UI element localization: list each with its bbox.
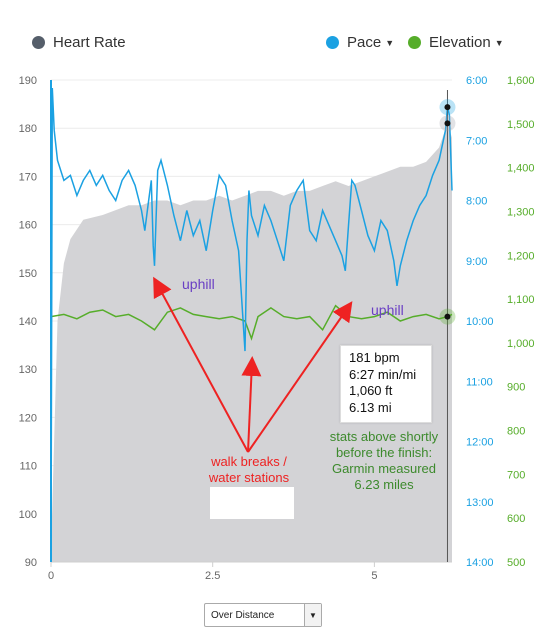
annotation-stats-line-2: before the finish: [335,445,433,460]
pace-tick-label: 11:00 [466,376,493,388]
chevron-down-icon: ▼ [304,604,321,626]
annotation-walk-breaks: walk breaks / water stations [196,454,302,486]
pace-axis: 6:00 7:00 8:00 9:00 10:00 11:00 12:00 13:00 14:0… [466,75,494,569]
legend-heart-rate-label: Heart Rate [53,34,126,51]
elevation-line [50,304,453,341]
legend-elevation-label: Elevation [429,34,491,51]
elevation-tick-label: 1,500 [507,119,535,131]
heart-rate-tick-label: 90 [25,557,37,569]
distance-axis: 0 2.5 5 [48,562,377,582]
heart-rate-tick-label: 120 [19,412,37,424]
tooltip-heart-rate: 181 bpm [349,350,400,365]
annotation-arrows [153,276,353,453]
blank-box [210,487,294,519]
annotation-arrow [247,301,353,453]
elevation-tick-label: 700 [507,469,525,481]
x-axis-mode-select[interactable]: Over Distance ▼ [204,603,322,627]
heart-rate-dot-icon [32,36,45,49]
legend-pace[interactable]: Pace ▼ [326,34,394,51]
data-tooltip: 181 bpm 6:27 min/mi 1,060 ft 6.13 mi [340,345,432,423]
chevron-down-icon: ▼ [494,37,504,48]
elevation-marker [444,313,451,320]
heart-rate-tick-label: 100 [19,509,37,521]
elevation-tick-label: 600 [507,513,525,525]
pace-tick-label: 8:00 [466,196,487,208]
heart-rate-tick-label: 160 [19,220,37,232]
pace-line [50,87,453,558]
pace-marker [444,104,451,111]
annotation-stats-line-1: stats above shortly [329,429,439,444]
heart-rate-tick-label: 150 [19,268,37,280]
elevation-tick-label: 1,600 [507,75,535,87]
elevation-tick-label: 1,400 [507,163,535,175]
annotation-walk-line-2: water stations [208,470,290,485]
annotation-arrow [241,356,262,453]
heart-rate-tick-label: 190 [19,75,37,87]
tooltip-elevation: 1,060 ft [349,383,393,398]
pace-tick-label: 7:00 [466,135,487,147]
elevation-dot-icon [408,36,421,49]
pace-tick-label: 13:00 [466,497,494,509]
pace-tick-label: 6:00 [466,75,487,87]
legend-pace-label: Pace [347,34,382,51]
legend-elevation[interactable]: Elevation ▼ [408,34,504,51]
heart-rate-tick-label: 180 [19,123,37,135]
x-axis-mode-value: Over Distance [211,609,275,621]
heart-rate-tick-label: 110 [19,461,37,473]
heart-rate-area [51,123,452,563]
tooltip-distance: 6.13 mi [349,399,392,415]
pace-tick-label: 9:00 [466,256,487,268]
heart-rate-tick-label: 170 [19,171,37,183]
annotation-uphill-2: uphill [371,302,404,318]
tooltip-pace: 6:27 min/mi [349,366,417,382]
elevation-tick-label: 800 [507,426,525,438]
x-tick-label: 2.5 [205,570,220,582]
pace-tick-label: 12:00 [466,437,494,449]
elevation-axis: 1,600 1,500 1,400 1,300 1,200 1,100 1,000 900 80… [507,75,535,569]
annotation-stats-line-3: Garmin measured [331,461,437,476]
elevation-tick-label: 1,200 [507,250,535,262]
x-tick-label: 0 [48,570,54,582]
pace-tick-label: 14:00 [466,557,494,569]
annotation-arrow [153,276,249,453]
annotation-uphill-1: uphill [182,276,215,292]
heart-rate-marker [444,120,451,127]
elevation-tick-label: 500 [507,557,525,569]
legend-heart-rate[interactable]: Heart Rate [32,34,126,51]
heart-rate-tick-label: 130 [19,364,37,376]
pace-dot-icon [326,36,339,49]
cursor-markers [439,99,456,325]
pace-tick-label: 10:00 [466,316,494,328]
annotation-stats: stats above shortly before the finish: G… [314,429,454,493]
elevation-tick-label: 900 [507,382,525,394]
annotation-stats-line-4: 6.23 miles [354,477,414,492]
elevation-tick-label: 1,300 [507,206,535,218]
heart-rate-tick-label: 140 [19,316,37,328]
x-tick-label: 5 [371,570,377,582]
chevron-down-icon: ▼ [385,37,395,48]
elevation-tick-label: 1,000 [507,338,535,350]
annotation-walk-line-1: walk breaks / [211,454,287,469]
elevation-tick-label: 1,100 [507,294,535,306]
heart-rate-axis: 190 180 170 160 150 140 130 120 110 100 90 [19,75,37,569]
